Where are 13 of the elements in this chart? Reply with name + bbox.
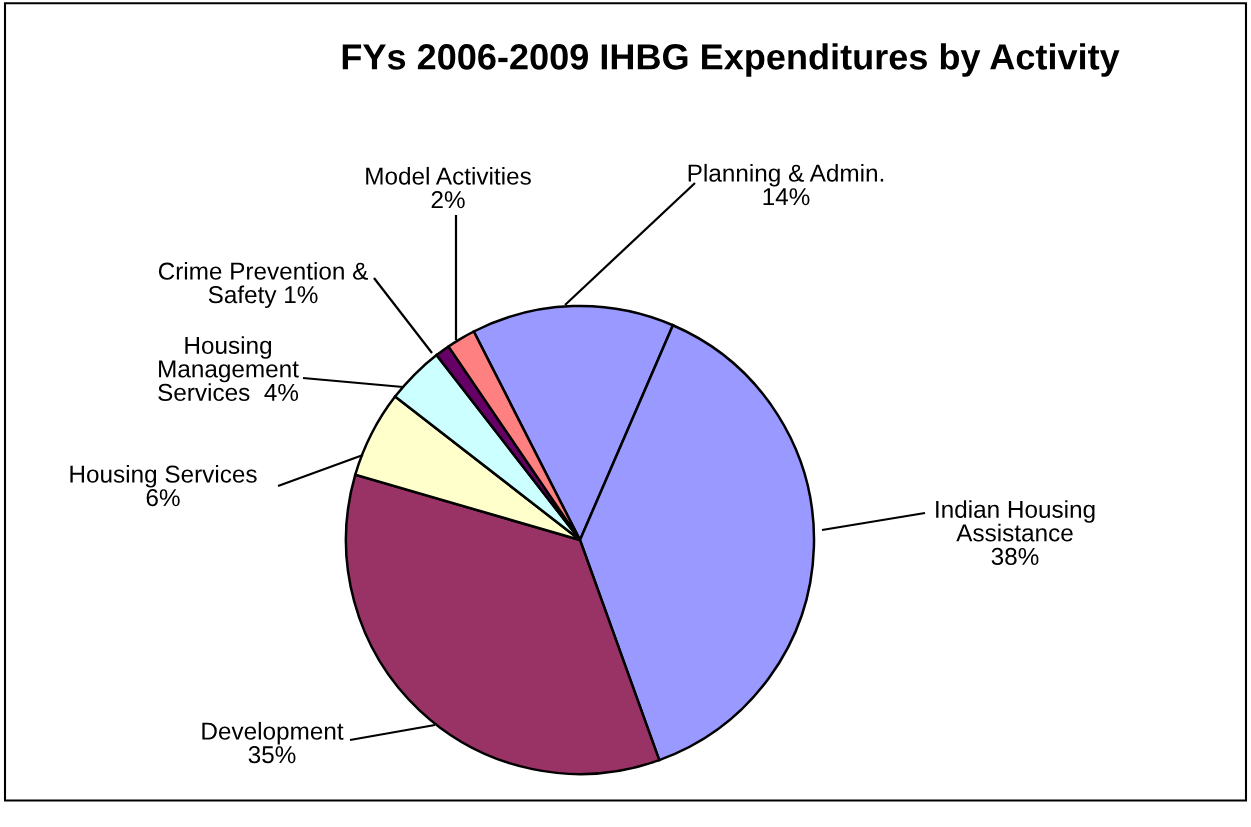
data-label: 35% — [248, 746, 296, 764]
slice-label: Model Activities — [366, 166, 531, 185]
slice-label: Indian Housing Assistance — [936, 500, 1095, 542]
slice-label: Planning & Admin. — [688, 163, 884, 187]
slice-label: Housing Services — [70, 464, 257, 488]
data-label: 2% — [431, 191, 465, 209]
data-label: 14% — [763, 188, 810, 206]
data-label: 6% — [146, 489, 180, 507]
slice-label: Development — [202, 721, 344, 745]
slice-label: Crime Prevention & Safety 1% — [158, 261, 368, 309]
chart-title: FYs 2006-2009 IHBG Expenditures by Activity — [342, 43, 1120, 77]
slice-label: Housing Management Services 4% — [158, 336, 299, 402]
data-label: 38% — [991, 547, 1039, 566]
